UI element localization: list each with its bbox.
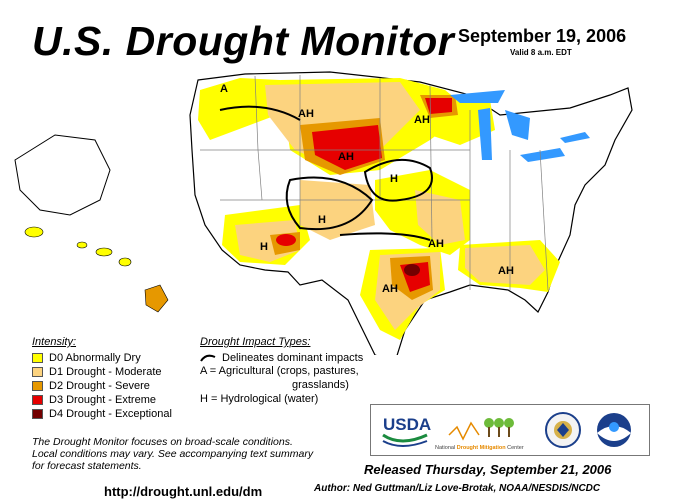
drought-map: A AH AH AH H H H AH AH AH <box>14 71 633 355</box>
noaa-logo-icon <box>597 413 631 447</box>
swatch-d4 <box>32 409 43 419</box>
legend-item-d2: D2 Drought - Severe <box>32 379 222 393</box>
label-a-northwest: A <box>220 83 228 95</box>
legend-label-d3: D3 Drought - Extreme <box>49 394 156 406</box>
disclaimer-note: The Drought Monitor focuses on broad-sca… <box>32 436 362 472</box>
hydrological-text: H = Hydrological (water) <box>200 393 319 405</box>
impact-labels: A AH AH AH H H H AH AH AH <box>220 83 514 295</box>
delineates-text: Delineates dominant impacts <box>222 352 364 364</box>
logos-strip: USDA National Drought Mitigation Center <box>382 412 631 451</box>
intensity-legend: Intensity: D0 Abnormally Dry D1 Drought … <box>32 336 222 421</box>
impact-delineations <box>219 105 433 241</box>
agricultural-text-cont: grasslands) <box>292 379 349 391</box>
d3-regions <box>276 98 452 292</box>
legend-item-d1: D1 Drought - Moderate <box>32 365 222 379</box>
release-date: Released Thursday, September 21, 2006 <box>364 462 612 477</box>
label-ah-texas: AH <box>382 283 398 295</box>
swatch-d2 <box>32 381 43 391</box>
intensity-heading: Intensity: <box>32 336 77 348</box>
note-line-2: Local conditions may vary. See accompany… <box>32 448 314 460</box>
swatch-d1 <box>32 367 43 377</box>
label-h-colorado: H <box>318 214 326 226</box>
author-credit: Author: Ned Guttman/Liz Love-Brotak, NOA… <box>314 483 601 494</box>
label-h-arizona: H <box>260 241 268 253</box>
usda-logo-text: USDA <box>383 415 431 434</box>
commerce-seal-icon <box>545 412 581 448</box>
alaska <box>14 134 111 216</box>
ndmc-suffix: Center <box>507 445 524 451</box>
legend-label-d4: D4 Drought - Exceptional <box>49 408 172 420</box>
label-ah-arkansas: AH <box>428 238 444 250</box>
delineates-row: Delineates dominant impacts <box>200 351 380 365</box>
note-line-3: for forecast statements. <box>32 460 142 472</box>
partner-logos: USDA National Drought Mitigation Center <box>370 404 650 456</box>
ndmc-logo: National Drought Mitigation Center <box>435 418 524 451</box>
usda-swoosh-icon <box>382 433 428 443</box>
ndmc-prefix: National <box>435 445 455 451</box>
legend-label-d1: D1 Drought - Moderate <box>49 366 162 378</box>
label-ah-montana: AH <box>298 108 314 120</box>
legend-label-d2: D2 Drought - Severe <box>49 380 150 392</box>
d4-regions <box>404 264 420 276</box>
delineation-line-icon <box>200 354 216 362</box>
agricultural-text: A = Agricultural (crops, pastures, <box>200 365 359 377</box>
hawaii <box>24 226 169 313</box>
legend-item-d0: D0 Abnormally Dry <box>32 351 222 365</box>
ndmc-highlight: Drought Mitigation <box>457 445 507 451</box>
legend-item-d3: D3 Drought - Extreme <box>32 393 222 407</box>
legend-label-d0: D0 Abnormally Dry <box>49 352 141 364</box>
impact-types-legend: Drought Impact Types: Delineates dominan… <box>200 336 380 407</box>
state-borders <box>200 75 549 291</box>
monitor-url[interactable]: http://drought.unl.edu/dm <box>104 484 263 499</box>
label-ah-great-lakes: AH <box>414 114 430 126</box>
label-ah-southeast: AH <box>498 265 514 277</box>
valid-time: Valid 8 a.m. EDT <box>510 48 572 57</box>
map-date: September 19, 2006 <box>458 26 627 46</box>
label-h-plains: H <box>390 173 398 185</box>
swatch-d3 <box>32 395 43 405</box>
svg-text:National Drought Mitig: National Drought Mitigation Center <box>435 445 524 451</box>
impact-heading: Drought Impact Types: <box>200 336 311 348</box>
label-ah-dakotas: AH <box>338 151 354 163</box>
note-line-1: The Drought Monitor focuses on broad-sca… <box>32 436 293 448</box>
legend-item-d4: D4 Drought - Exceptional <box>32 407 222 421</box>
swatch-d0 <box>32 353 43 363</box>
page-title: U.S. Drought Monitor <box>32 18 455 64</box>
great-lakes <box>450 90 590 162</box>
